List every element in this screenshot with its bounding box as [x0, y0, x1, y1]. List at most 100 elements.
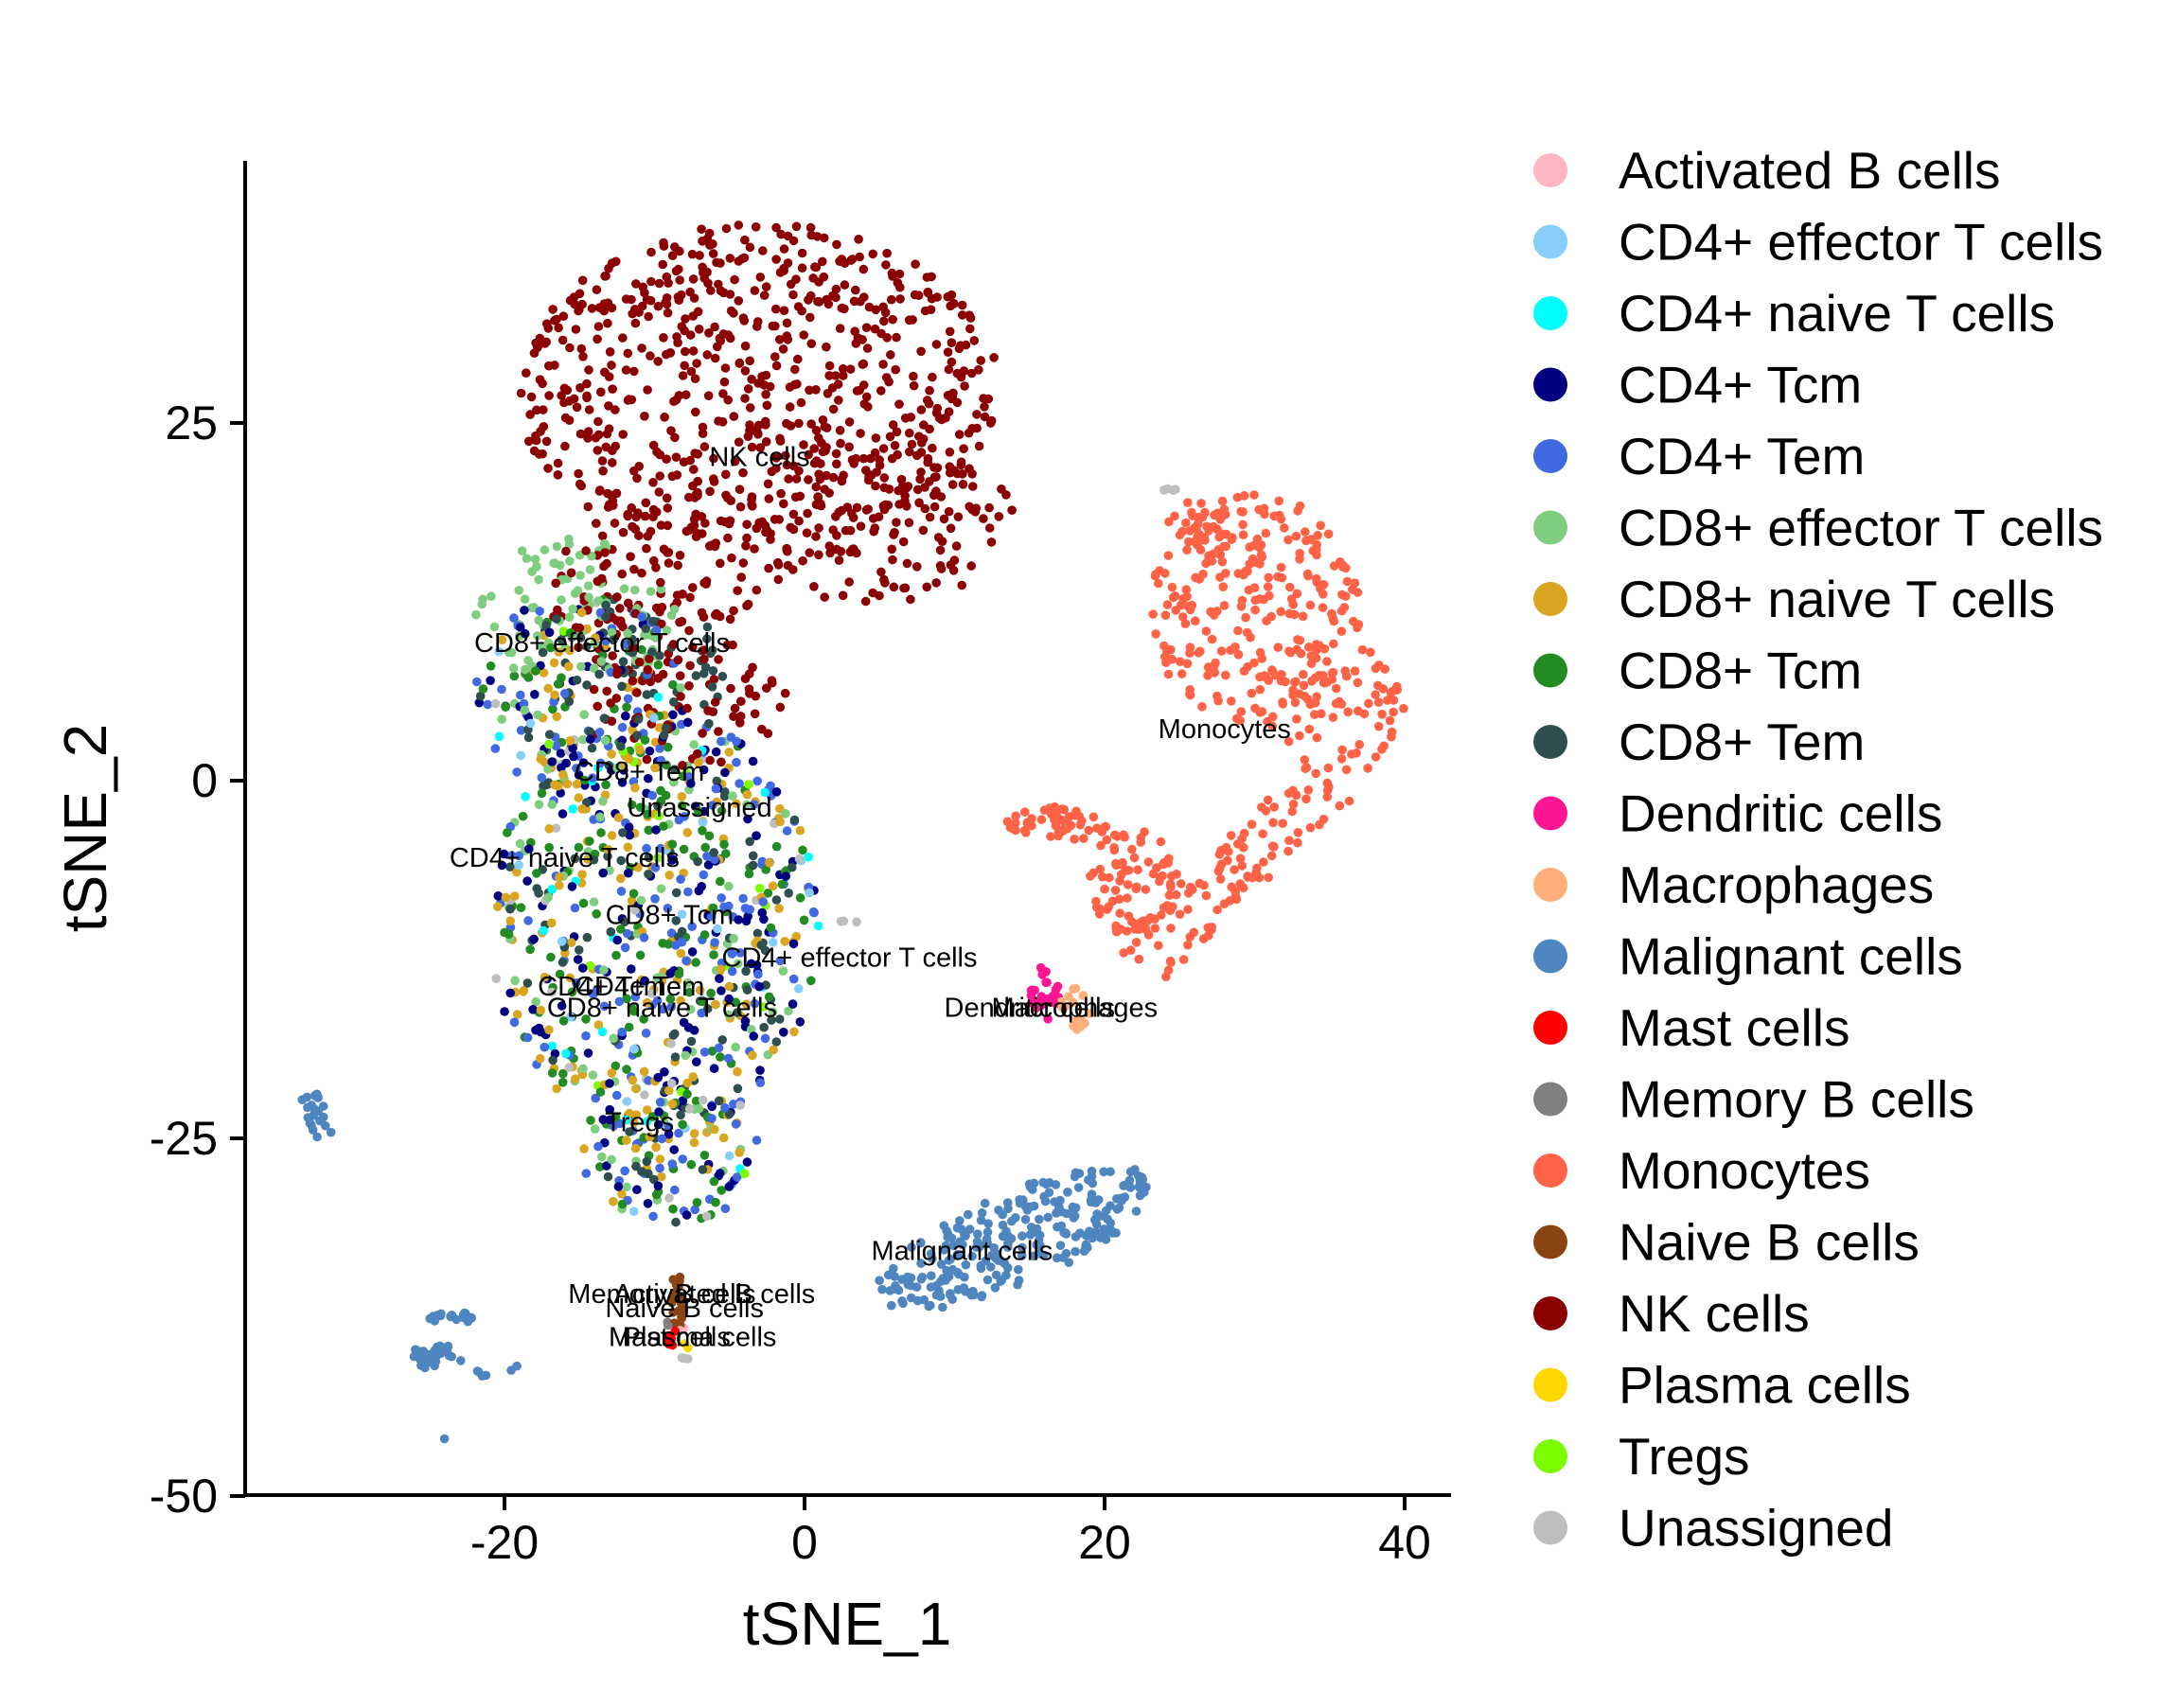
point-nk-cells [902, 558, 912, 569]
point-nk-cells [629, 466, 639, 476]
point-cd8plus-tcm [592, 909, 601, 919]
point-cd4plus-tem [732, 757, 741, 767]
point-cd8plus-naive-t-cells [550, 690, 559, 700]
point-monocytes [1311, 768, 1320, 779]
point-cd4plus-tem [683, 887, 693, 897]
point-monocytes [1348, 585, 1357, 594]
point-monocytes [1291, 790, 1301, 801]
y-tick-label: 25 [165, 396, 218, 449]
point-malignant-cells [1090, 1215, 1100, 1224]
point-nk-cells [814, 277, 823, 287]
point-monocytes [1161, 658, 1171, 667]
point-cd8plus-tem [787, 862, 797, 872]
point-cd8plus-tem [620, 917, 629, 927]
point-nk-cells [691, 407, 700, 417]
point-cd4plus-tem [667, 1159, 678, 1169]
point-monocytes [1011, 811, 1020, 821]
point-nk-cells [925, 385, 934, 396]
point-nk-cells [689, 465, 699, 474]
point-nk-cells [960, 381, 969, 391]
cluster-label-tregs: Tregs [605, 1108, 674, 1138]
point-cd4plus-tem [745, 905, 754, 914]
point-monocytes [1371, 690, 1380, 699]
point-nk-cells [688, 643, 698, 652]
point-nk-cells [907, 439, 917, 449]
y-tick-label: -50 [150, 1470, 218, 1523]
point-nk-cells [793, 302, 804, 311]
point-nk-cells [822, 423, 832, 433]
point-malignant-cells [980, 1198, 990, 1208]
point-cd4plus-tem [655, 1163, 664, 1173]
point-monocytes [1299, 680, 1309, 691]
point-nk-cells [719, 377, 730, 387]
point-malignant-cells [907, 1242, 916, 1252]
point-nk-cells [815, 474, 825, 484]
point-monocytes [1134, 954, 1144, 964]
point-nk-cells [643, 531, 653, 541]
point-nk-cells [739, 253, 750, 263]
point-nk-cells [947, 357, 957, 367]
point-monocytes [1329, 561, 1339, 571]
point-nk-cells [768, 321, 778, 331]
point-nk-cells [699, 654, 709, 664]
point-nk-cells [809, 582, 819, 591]
point-monocytes [1373, 680, 1383, 691]
point-nk-cells [747, 495, 756, 504]
x-tick-label: 20 [1078, 1516, 1131, 1569]
point-cd8plus-naive-t-cells [642, 1105, 652, 1115]
cluster-label-cd8plus-tem: CD8+ Tem [575, 757, 704, 787]
point-nk-cells [892, 518, 901, 527]
point-monocytes [1287, 806, 1297, 817]
point-monocytes [1331, 683, 1341, 694]
point-nk-cells [550, 361, 559, 370]
point-unassigned [701, 1211, 712, 1222]
point-malignant-cells [1120, 1180, 1130, 1190]
point-nk-cells [631, 279, 641, 289]
point-cd8plus-naive-t-cells [540, 972, 550, 982]
legend-swatch [1533, 868, 1567, 902]
point-nk-cells [889, 582, 899, 592]
point-nk-cells [902, 502, 912, 511]
point-cd8plus-tcm [691, 1096, 701, 1106]
point-nk-cells [729, 308, 738, 318]
point-nk-cells [887, 294, 896, 305]
point-nk-cells [795, 491, 805, 502]
point-dendritic-cells [1030, 985, 1039, 995]
point-nk-cells [712, 257, 721, 268]
point-cd8plus-effector-t-cells [588, 1070, 598, 1080]
point-cd8plus-tcm [661, 790, 671, 801]
point-nk-cells [911, 259, 920, 270]
point-cd8plus-naive-t-cells [732, 799, 741, 809]
point-cd4plus-tcm [624, 868, 633, 878]
point-monocytes [1284, 608, 1295, 619]
point-malignant-cells [1061, 1228, 1071, 1238]
point-nk-cells [965, 502, 974, 512]
point-monocytes [1057, 804, 1068, 814]
point-cd4plus-tcm [520, 606, 529, 615]
point-cd8plus-naive-t-cells [617, 1189, 627, 1199]
point-cd8plus-tem [617, 681, 627, 692]
point-nk-cells [674, 391, 684, 400]
point-nk-cells [709, 675, 719, 684]
legend-label: Mast cells [1619, 998, 1850, 1057]
point-nk-cells [878, 360, 888, 369]
point-monocytes [1377, 710, 1387, 719]
point-cd8plus-naive-t-cells [629, 1118, 639, 1128]
x-tick-label: -20 [470, 1516, 539, 1569]
point-cd8plus-tcm [622, 702, 631, 713]
point-nk-cells [720, 363, 731, 373]
point-nk-cells [721, 469, 731, 480]
point-nk-cells [906, 413, 916, 422]
point-nk-cells [553, 470, 563, 480]
legend-item-dendritic-cells: Dendritic cells [1533, 784, 1942, 843]
legend-swatch [1533, 510, 1567, 545]
point-nk-cells [916, 467, 926, 477]
point-nk-cells [541, 337, 551, 347]
point-nk-cells [715, 333, 725, 343]
point-monocytes [1291, 531, 1301, 541]
point-cd4plus-naive-t-cells [813, 921, 823, 931]
point-cd8plus-naive-t-cells [733, 1066, 742, 1077]
point-cd8plus-tem [522, 978, 533, 988]
point-cd8plus-tcm [595, 1087, 606, 1097]
point-malignant-cells [1103, 1214, 1112, 1224]
